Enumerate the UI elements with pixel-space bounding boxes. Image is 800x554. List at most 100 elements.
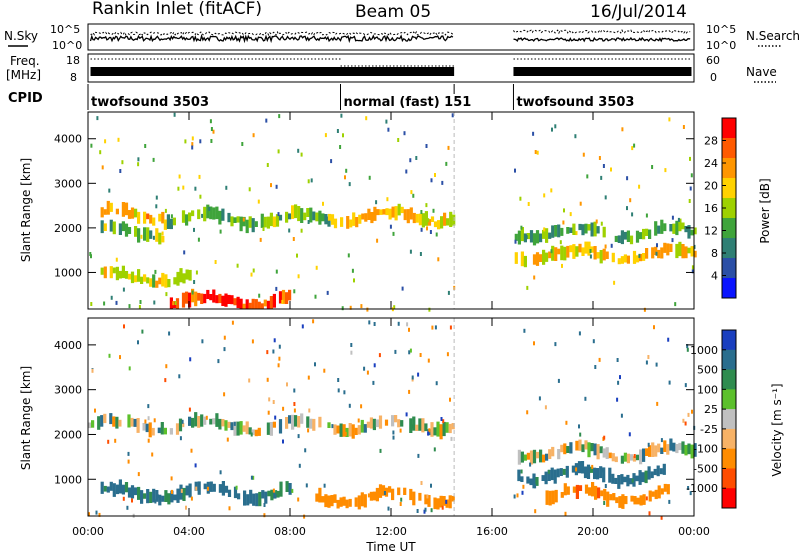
scatter-cell: [566, 245, 570, 258]
scatter-cell: [197, 237, 200, 242]
scatter-cell: [250, 272, 253, 277]
scatter-cell: [657, 249, 661, 259]
scatter-cell: [175, 298, 180, 309]
scatter-cell: [257, 301, 261, 309]
scatter-cell: [409, 249, 412, 254]
nave-label: Nave: [746, 65, 777, 79]
scatter-cell: [596, 444, 600, 460]
scatter-cell: [100, 207, 104, 218]
scatter-cell: [198, 174, 201, 179]
scatter-cell: [684, 246, 688, 259]
scatter-cell: [610, 167, 612, 172]
scatter-cell: [188, 212, 192, 222]
scatter-cell: [635, 454, 640, 461]
scatter-cell: [169, 428, 173, 435]
scatter-cell: [626, 176, 629, 181]
power-colorbar-tick-label: 20: [704, 180, 718, 193]
scatter-cell: [614, 235, 618, 242]
scatter-cell: [219, 470, 222, 475]
scatter-cell: [203, 483, 207, 490]
scatter-cell: [416, 509, 419, 513]
scatter-cell: [100, 415, 104, 427]
scatter-cell: [669, 243, 673, 252]
scatter-cell: [285, 481, 289, 492]
scatter-cell: [199, 194, 202, 199]
scatter-cell: [554, 124, 557, 129]
scatter-cell: [553, 469, 557, 484]
scatter-cell: [381, 485, 386, 496]
scatter-cell: [560, 227, 564, 236]
scatter-cell: [337, 378, 340, 382]
scatter-cell: [130, 485, 135, 499]
scatter-cell: [241, 142, 244, 146]
scatter-cell: [345, 168, 348, 173]
scatter-cell: [384, 487, 389, 497]
scatter-cell: [535, 252, 540, 266]
scatter-cell: [639, 495, 643, 506]
scatter-cell: [609, 494, 613, 501]
power-colorbar-tick-label: 28: [704, 135, 718, 148]
scatter-cell: [191, 290, 194, 295]
scatter-cell: [689, 186, 692, 191]
scatter-cell: [550, 467, 554, 481]
scatter-cell: [266, 216, 270, 229]
power-colorbar-swatch: [722, 258, 736, 279]
scatter-cell: [194, 412, 198, 427]
power-colorbar-swatch: [722, 178, 736, 199]
scatter-cell: [369, 491, 373, 501]
scatter-cell: [94, 408, 96, 413]
scatter-cell: [233, 421, 237, 436]
scatter-cell: [430, 422, 434, 437]
scatter-cell: [322, 201, 324, 206]
scatter-cell: [158, 213, 162, 222]
scatter-cell: [212, 129, 215, 134]
scatter-cell: [327, 495, 331, 508]
scatter-cell: [209, 418, 213, 425]
scatter-cell: [324, 494, 328, 508]
velocity-colorbar: 1000 500 100 25 -25 -100 -500 -1000: [686, 329, 737, 509]
scatter-cell: [157, 427, 161, 434]
scatter-cell: [523, 328, 526, 333]
scatter-cell: [430, 508, 433, 513]
nsky-tick-top: 10^5: [50, 23, 80, 36]
scatter-cell: [195, 270, 198, 275]
freq-label: Freq.: [10, 54, 40, 68]
scatter-cell: [630, 495, 634, 502]
scatter-cell: [225, 185, 228, 190]
scatter-cell: [520, 225, 523, 230]
scatter-cell: [288, 213, 292, 220]
scatter-cell: [115, 300, 118, 305]
scatter-cell: [678, 442, 682, 451]
scatter-cell: [532, 254, 537, 265]
scatter-cell: [134, 208, 138, 218]
cpid-segments: twofsound 3503 normal (fast) 151 twofsound…: [87, 84, 634, 110]
velocity-colorbar-swatch: [722, 468, 736, 489]
scatter-cell: [631, 146, 634, 151]
scatter-cell: [641, 472, 645, 483]
scatter-cell: [601, 468, 604, 473]
scatter-cell: [626, 230, 630, 242]
scatter-cell: [662, 463, 666, 475]
scatter-cell: [143, 274, 147, 282]
scatter-cell: [629, 454, 634, 461]
scatter-cell: [648, 229, 652, 239]
nsearch-label: N.Search: [746, 29, 800, 43]
scatter-cell: [551, 127, 553, 132]
scatter-cell: [539, 449, 543, 463]
scatter-cell: [651, 491, 655, 497]
scatter-cell: [350, 343, 353, 347]
scatter-cell: [572, 223, 576, 235]
scatter-cell: [363, 424, 367, 433]
scatter-cell: [343, 390, 346, 395]
scatter-cell: [664, 168, 667, 173]
scatter-cell: [569, 212, 572, 217]
scatter-cell: [669, 438, 673, 451]
scatter-cell: [178, 374, 181, 379]
scatter-cell: [315, 212, 319, 222]
scatter-cell: [590, 246, 594, 253]
scatter-cell: [99, 150, 102, 155]
velocity-colorbar-tick-label: 100: [697, 383, 718, 396]
scatter-cell: [245, 219, 249, 234]
scatter-cell: [392, 430, 395, 435]
scatter-cell: [245, 299, 249, 309]
